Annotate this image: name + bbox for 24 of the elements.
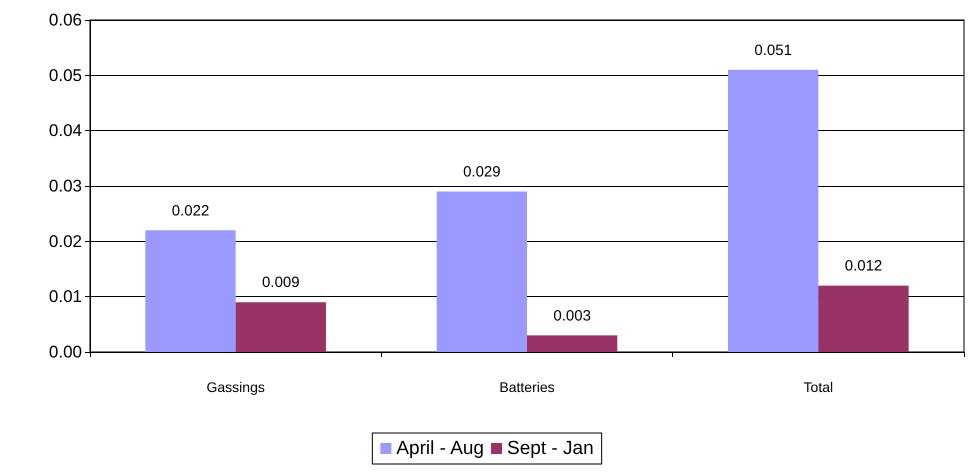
y-tick-label: 0.04 (48, 121, 82, 140)
bar (728, 70, 818, 352)
y-tick-label: 0.03 (48, 176, 82, 196)
data-label: 0.022 (172, 202, 210, 220)
data-label: 0.029 (463, 164, 501, 181)
y-tick-label: 0.05 (48, 66, 82, 85)
legend-label: April - Aug (396, 438, 484, 459)
x-tick-label: Gassings (206, 379, 265, 395)
y-tick-label: 0.01 (48, 287, 82, 306)
legend-label: Sept - Jan (507, 438, 594, 459)
y-tick-label: 0.02 (48, 232, 82, 251)
x-tick-label: Total (804, 379, 834, 395)
y-tick-label: 0.00 (48, 342, 82, 362)
data-label: 0.012 (844, 258, 882, 275)
data-label: 0.009 (262, 274, 300, 292)
data-label: 0.003 (553, 307, 591, 324)
bar (527, 335, 618, 352)
data-label: 0.051 (754, 42, 792, 59)
y-tick-label: 0.06 (48, 10, 82, 30)
bar (818, 286, 909, 352)
bar (145, 230, 236, 352)
bar (436, 192, 527, 352)
x-tick-label: Batteries (499, 379, 555, 395)
bar (236, 302, 326, 352)
